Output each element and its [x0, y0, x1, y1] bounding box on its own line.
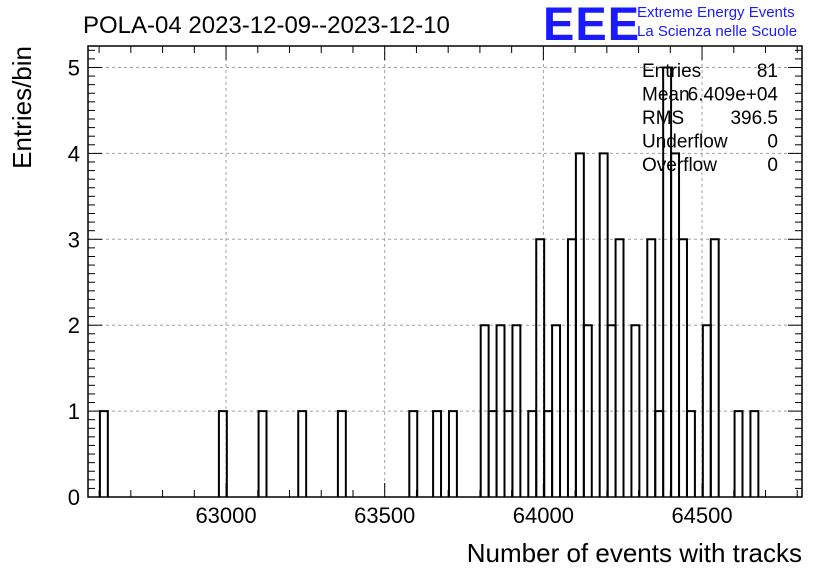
stats-label: Overflow — [642, 155, 717, 176]
histogram-bin — [654, 410, 665, 497]
histogram-bin — [98, 410, 109, 497]
x-tick-label: 63000 — [195, 503, 256, 528]
histogram-bin — [630, 324, 641, 497]
eee-logo-text: Extreme Energy Events La Scienza nelle S… — [637, 3, 797, 41]
stats-value: 0 — [767, 132, 778, 153]
histogram-bin — [297, 410, 308, 497]
chart-title: POLA-04 2023-12-09--2023-12-10 — [83, 12, 450, 39]
y-tick-label: 4 — [68, 141, 80, 166]
histogram-bin — [257, 410, 268, 497]
stats-label: Underflow — [642, 132, 728, 153]
x-tick-label: 64500 — [671, 503, 732, 528]
histogram-bin — [733, 410, 744, 497]
histogram-bin — [511, 324, 522, 497]
x-axis-label: Number of events with tracks — [467, 538, 802, 568]
histogram-bin — [749, 410, 760, 497]
histogram-bars — [98, 66, 760, 497]
y-tick-label: 5 — [68, 55, 80, 80]
histogram-bin — [408, 410, 419, 497]
stats-value: 6.409e+04 — [688, 85, 779, 106]
histogram-bin — [432, 410, 443, 497]
histogram-bin — [487, 410, 498, 497]
histogram-bin — [551, 324, 562, 497]
x-tick-label: 63500 — [354, 503, 415, 528]
histogram-bin — [543, 410, 554, 497]
tick-labels: 63000 63500 64000 64500 0 1 2 3 4 5 — [68, 55, 733, 528]
y-tick-label: 0 — [68, 485, 80, 510]
eee-logo-mark: EEE — [543, 0, 641, 50]
histogram-bin — [503, 410, 514, 497]
histogram-bin — [685, 410, 696, 497]
y-tick-label: 1 — [68, 399, 80, 424]
histogram-bin — [614, 238, 625, 497]
histogram-bin — [217, 410, 228, 497]
y-tick-label: 2 — [68, 313, 80, 338]
logo-line-2: La Scienza nelle Scuole — [637, 23, 798, 40]
histogram-bin — [336, 410, 347, 497]
plot-frame — [87, 45, 803, 498]
logo-line-1: Extreme Energy Events — [637, 4, 795, 21]
histogram-bin — [527, 410, 538, 497]
stats-value: 0 — [767, 155, 778, 176]
histogram-bin — [678, 238, 688, 497]
histogram-bin — [709, 238, 720, 497]
histogram-bin — [566, 238, 577, 497]
stats-value: 396.5 — [730, 108, 778, 129]
histogram-bin — [447, 410, 458, 497]
stats-value: 81 — [757, 61, 778, 82]
stats-label: RMS — [642, 108, 684, 129]
stats-label: Entries — [642, 61, 701, 82]
histogram-bin — [535, 238, 546, 497]
x-tick-label: 64000 — [513, 503, 574, 528]
y-tick-label: 3 — [68, 227, 80, 252]
stats-label: Mean — [642, 85, 690, 106]
histogram-bin — [646, 238, 657, 497]
axis-ticks — [88, 46, 802, 498]
y-axis-label: Entries/bin — [7, 46, 37, 169]
histogram-bin — [582, 324, 593, 497]
